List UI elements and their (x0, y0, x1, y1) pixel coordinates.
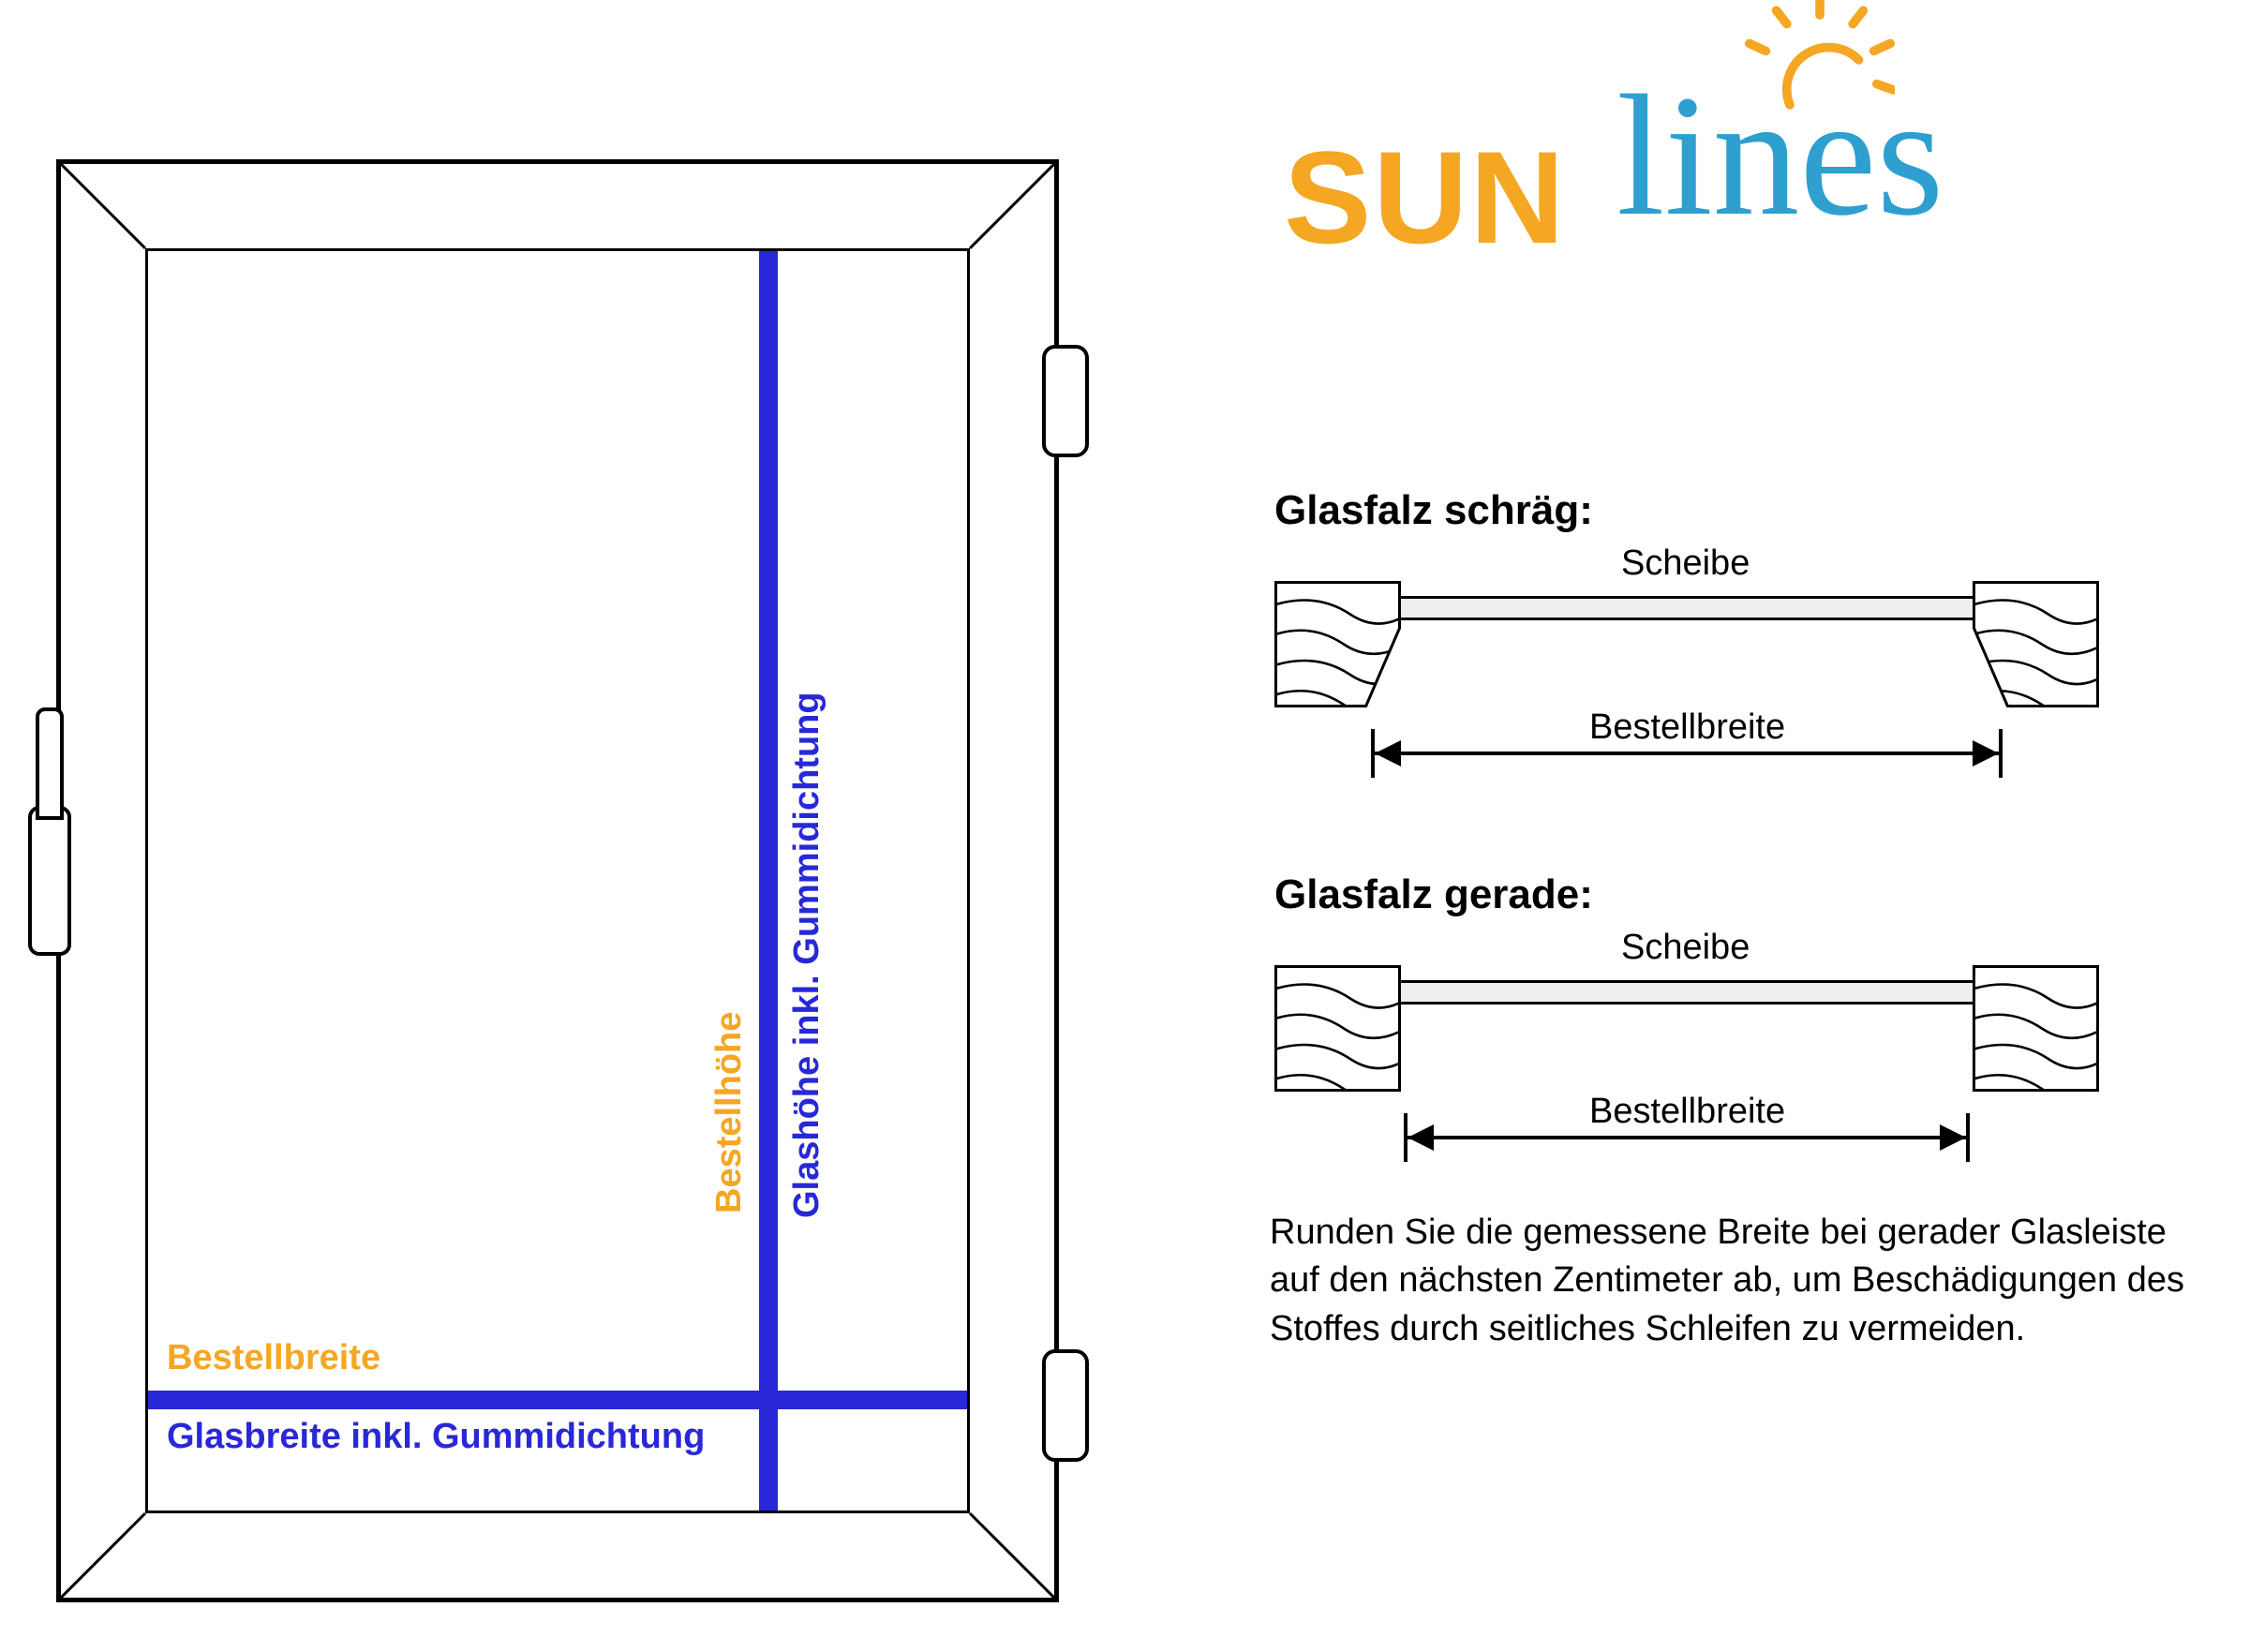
arrow-head-l-schraeg (1375, 740, 1401, 766)
hinge-top (1042, 345, 1089, 457)
logo-lines-text: lines (1616, 56, 1944, 256)
wood-block-schraeg-right-outline (1973, 581, 2099, 707)
bestellbreite-arrow-gerade (1406, 1136, 1968, 1139)
bestellbreite-label-schraeg: Bestellbreite (1584, 707, 1791, 748)
logo: SUN lines (1284, 84, 2221, 290)
scheibe-label-gerade: Scheibe (1621, 928, 1750, 968)
scheibe-bar-schraeg (1387, 596, 1987, 620)
section-title-schraeg: Glasfalz schräg: (1274, 487, 1593, 534)
window-handle-arm (36, 707, 64, 820)
bestellhoehe-label: Bestellhöhe (709, 932, 750, 1213)
arrow-tick-r-gerade (1966, 1113, 1970, 1162)
wood-block-gerade-left (1274, 965, 1401, 1092)
arrow-head-r-schraeg (1973, 740, 1999, 766)
glass-width-bar (148, 1391, 967, 1409)
bestellbreite-arrow-schraeg (1373, 752, 2001, 755)
bestellbreite-label-gerade: Bestellbreite (1584, 1092, 1791, 1132)
logo-sun-text: SUN (1284, 122, 1567, 274)
window-inner-frame (145, 248, 970, 1513)
wood-block-schraeg-left-outline (1274, 581, 1401, 707)
arrow-head-l-gerade (1407, 1124, 1434, 1151)
window-handle-plate (28, 806, 71, 956)
wood-block-gerade-right (1973, 965, 2099, 1092)
glashoehe-label: Glashöhe inkl. Gummidichtung (787, 562, 827, 1218)
info-text: Runden Sie die gemessene Breite bei gera… (1270, 1209, 2197, 1353)
scheibe-label-schraeg: Scheibe (1621, 543, 1750, 584)
arrow-head-r-gerade (1940, 1124, 1966, 1151)
bestellbreite-label: Bestellbreite (167, 1338, 380, 1378)
arrow-tick-r-schraeg (1999, 729, 2003, 778)
section-title-gerade: Glasfalz gerade: (1274, 871, 1593, 918)
glass-height-bar (759, 251, 778, 1511)
hinge-bottom (1042, 1349, 1089, 1462)
scheibe-bar-gerade (1387, 980, 1987, 1005)
glasbreite-label: Glasbreite inkl. Gummidichtung (167, 1417, 705, 1457)
